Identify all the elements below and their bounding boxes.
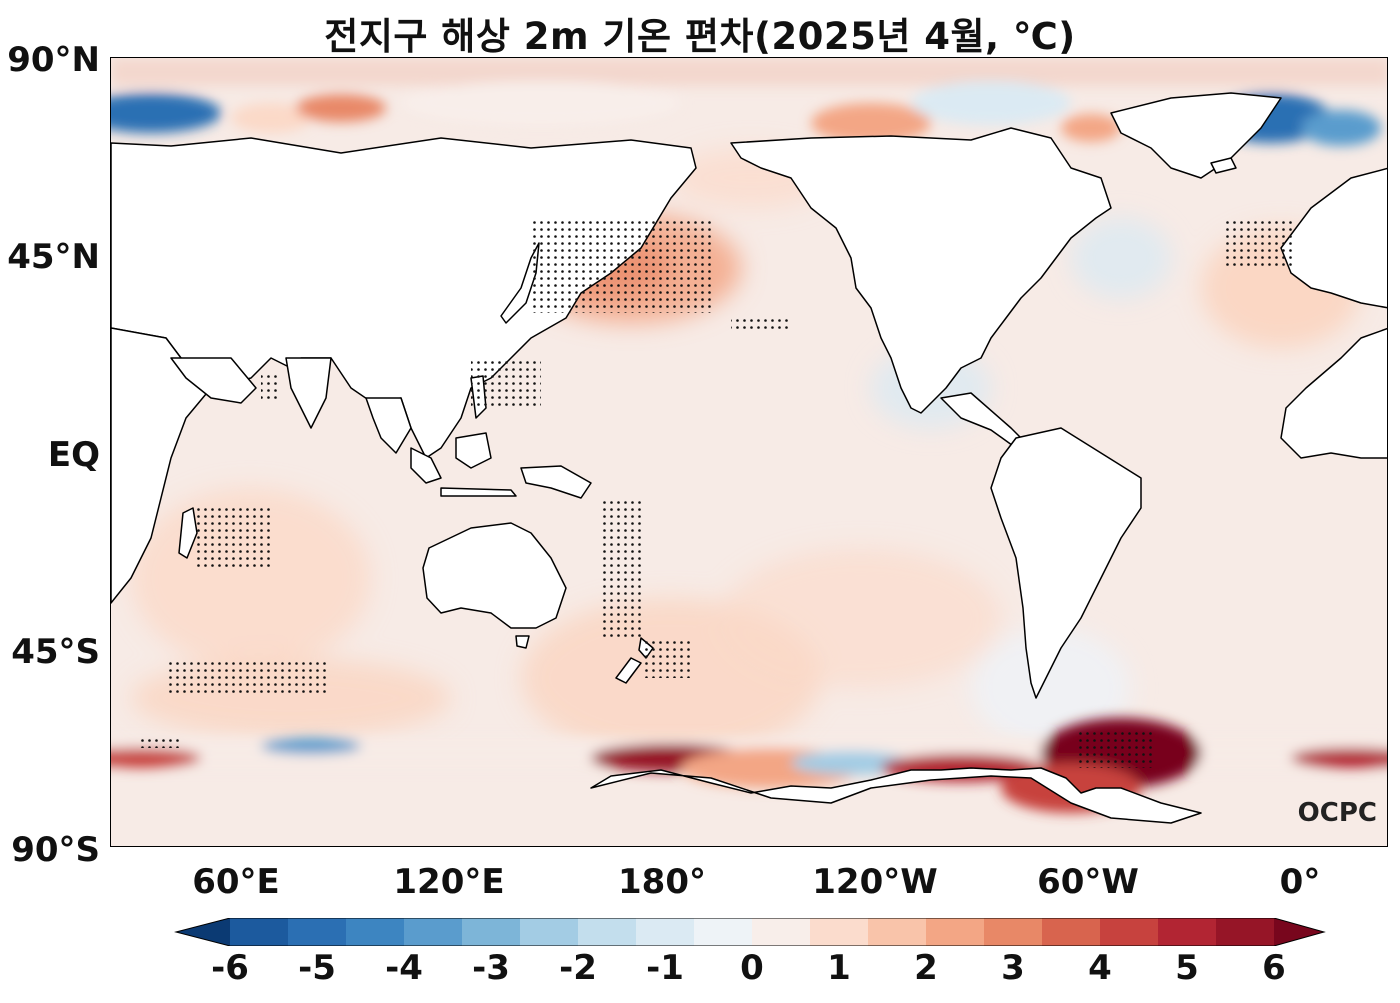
colorbar-segment — [752, 918, 811, 946]
colorbar-segment — [346, 918, 405, 946]
colorbar-extend-low — [176, 918, 230, 946]
colorbar-segment — [520, 918, 579, 946]
colorbar-segment — [868, 918, 927, 946]
colorbar-label-m6: -6 — [211, 948, 249, 988]
colorbar-segment — [984, 918, 1043, 946]
map-title: 전지구 해상 2m 기온 편차(2025년 4월, ℃) — [324, 15, 1076, 58]
lon-label-60w: 60°W — [1037, 862, 1139, 902]
lat-label-45n: 45°N — [7, 237, 100, 277]
lon-label-180: 180° — [618, 862, 706, 902]
colorbar — [174, 918, 1326, 946]
colorbar-outline — [174, 918, 1326, 946]
colorbar-label-m5: -5 — [298, 948, 336, 988]
lon-label-60e: 60°E — [192, 862, 280, 902]
colorbar-label-3: 3 — [1001, 948, 1025, 988]
colorbar-label-m1: -1 — [646, 948, 684, 988]
colorbar-segment — [288, 918, 347, 946]
colorbar-extend-high — [1274, 918, 1324, 946]
colorbar-segment — [1158, 918, 1217, 946]
colorbar-segment — [1216, 918, 1275, 946]
colorbar-segment — [1100, 918, 1159, 946]
colorbar-segment — [404, 918, 463, 946]
lon-label-120w: 120°W — [812, 862, 938, 902]
colorbar-label-5: 5 — [1175, 948, 1199, 988]
colorbar-label-m3: -3 — [472, 948, 510, 988]
lon-label-120e: 120°E — [393, 862, 505, 902]
colorbar-label-6: 6 — [1262, 948, 1286, 988]
significance-stippling — [141, 218, 1296, 768]
colorbar-label-m4: -4 — [385, 948, 423, 988]
colorbar-segment — [1042, 918, 1101, 946]
colorbar-segment — [926, 918, 985, 946]
colorbar-label-0: 0 — [740, 948, 764, 988]
colorbar-label-m2: -2 — [559, 948, 597, 988]
colorbar-segment — [462, 918, 521, 946]
colorbar-label-2: 2 — [914, 948, 938, 988]
lat-label-90s: 90°S — [11, 830, 100, 870]
colorbar-segment — [810, 918, 869, 946]
ocpc-logo: OCPC — [1297, 798, 1377, 828]
colorbar-label-4: 4 — [1088, 948, 1112, 988]
anomaly-field — [111, 58, 1387, 846]
lon-label-0: 0° — [1279, 862, 1321, 902]
colorbar-segment — [694, 918, 753, 946]
lat-label-45s: 45°S — [11, 632, 100, 672]
colorbar-segment — [636, 918, 695, 946]
colorbar-label-1: 1 — [827, 948, 851, 988]
lat-label-eq: EQ — [47, 435, 100, 475]
anomaly-map: OCPC — [110, 57, 1388, 847]
colorbar-segment — [230, 918, 289, 946]
lat-label-90n: 90°N — [7, 40, 100, 80]
colorbar-segment — [578, 918, 637, 946]
